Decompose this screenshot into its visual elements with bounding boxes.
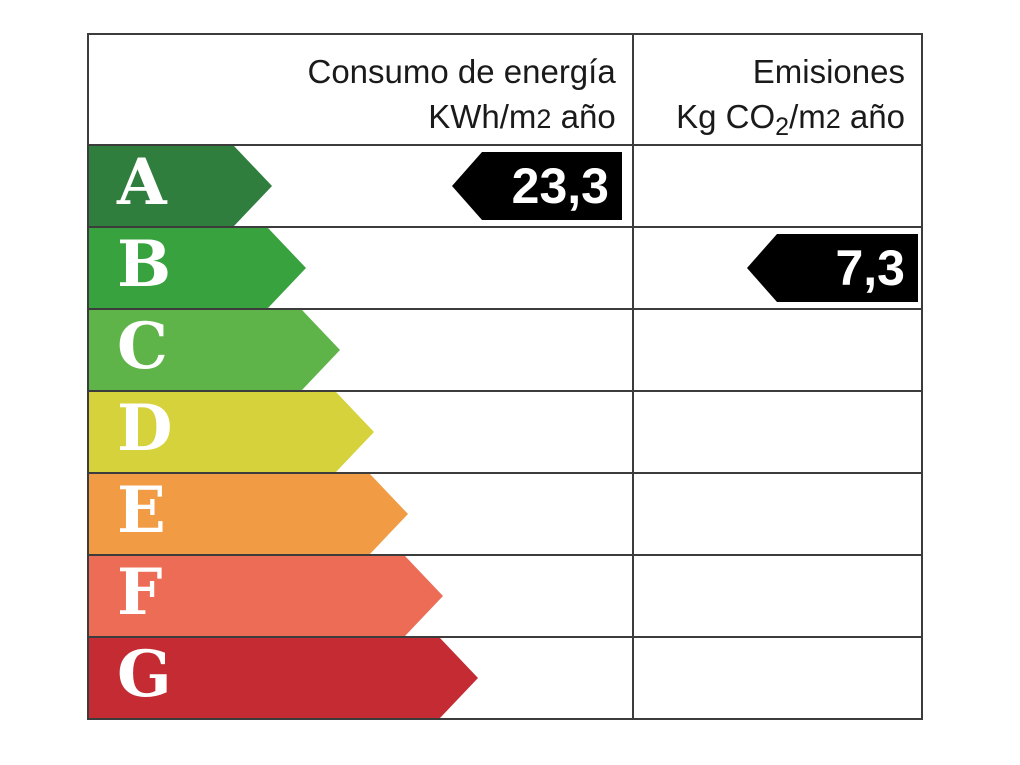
consumption-column-header: Consumo de energía KWh/m2 año: [89, 35, 631, 144]
rating-letter-f: F: [117, 555, 163, 630]
rating-arrow-d: D: [89, 392, 374, 472]
consumption-value: 23,3: [511, 158, 609, 214]
consumption-value-arrow: 23,3: [452, 152, 622, 220]
rating-arrow-g: G: [89, 638, 478, 718]
rating-letter-b: B: [117, 227, 172, 302]
rating-letter-c: C: [117, 309, 168, 384]
rating-letter-g: G: [117, 637, 172, 712]
rating-table: Consumo de energía KWh/m2 año Emisiones …: [87, 33, 923, 720]
emissions-value: 7,3: [835, 240, 905, 296]
rating-arrow-f: F: [89, 556, 443, 636]
rating-row-f: F: [89, 556, 921, 638]
rating-row-g: G: [89, 638, 921, 718]
table-header: Consumo de energía KWh/m2 año Emisiones …: [89, 35, 921, 146]
emissions-header-line1: Emisiones: [752, 53, 905, 90]
rating-row-a: A 23,3: [89, 146, 921, 228]
consumption-header-line2: KWh/m2 año: [428, 98, 616, 135]
rating-letter-e: E: [117, 473, 166, 548]
rating-arrow-b: B: [89, 228, 306, 308]
rating-arrow-c: C: [89, 310, 340, 390]
column-divider: [632, 35, 634, 718]
rating-row-c: C: [89, 310, 921, 392]
consumption-header-line1: Consumo de energía: [307, 53, 616, 90]
rating-letter-d: D: [117, 391, 173, 466]
rating-row-e: E: [89, 474, 921, 556]
emissions-column-header: Emisiones Kg CO2/m2 año: [633, 35, 921, 144]
rating-arrow-a: A: [89, 146, 272, 226]
rating-row-b: B 7,3: [89, 228, 921, 310]
rating-letter-a: A: [117, 145, 167, 220]
emissions-header-line2: Kg CO2/m2 año: [676, 98, 905, 141]
rating-row-d: D: [89, 392, 921, 474]
emissions-value-arrow: 7,3: [747, 234, 918, 302]
rating-arrow-e: E: [89, 474, 408, 554]
